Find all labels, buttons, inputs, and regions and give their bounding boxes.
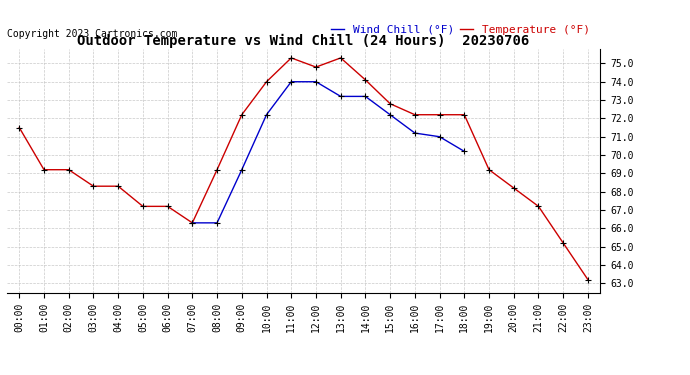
Title: Outdoor Temperature vs Wind Chill (24 Hours)  20230706: Outdoor Temperature vs Wind Chill (24 Ho…: [77, 33, 530, 48]
Text: Copyright 2023 Cartronics.com: Copyright 2023 Cartronics.com: [7, 29, 177, 39]
Legend: Wind Chill (°F), Temperature (°F): Wind Chill (°F), Temperature (°F): [326, 20, 595, 39]
